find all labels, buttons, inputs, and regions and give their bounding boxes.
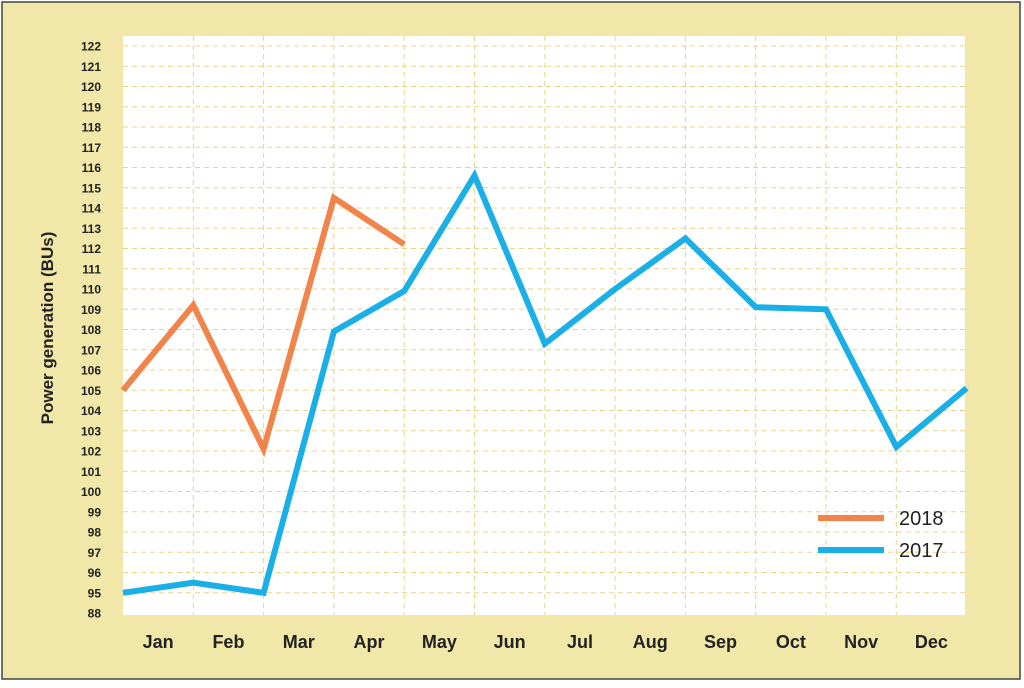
x-tick-label: Mar [283,632,315,652]
x-tick-label: Jan [143,632,174,652]
y-tick-label: 99 [88,505,102,519]
y-tick-label: 113 [82,222,102,236]
y-tick-label: 119 [82,100,102,114]
y-tick-label: 108 [81,323,101,337]
y-tick-label: 102 [81,445,101,459]
y-tick-label: 101 [81,465,101,479]
y-tick-label: 98 [88,526,102,540]
plot-area [123,36,965,615]
y-tick-label: 121 [81,60,101,74]
y-tick-label: 112 [82,242,102,256]
y-tick-label: 118 [82,121,102,135]
x-tick-label: Dec [915,632,948,652]
y-tick-label: 122 [81,40,101,54]
y-tick-label: 106 [81,364,101,378]
y-tick-label: 95 [88,586,102,600]
x-tick-label: May [422,632,457,652]
y-tick-label: 104 [81,404,101,418]
y-tick-label: 105 [81,384,101,398]
y-tick-label: 109 [81,303,101,317]
y-tick-label: 100 [81,485,101,499]
y-tick-label: 116 [82,161,102,175]
y-tick-label: 111 [82,262,101,276]
legend-label-2018: 2018 [899,508,944,530]
y-tick-label: 114 [82,202,102,216]
x-tick-label: Apr [354,632,385,652]
x-tick-label: Aug [633,632,668,652]
x-tick-label: Nov [844,632,878,652]
legend-label-2017: 2017 [899,540,944,562]
x-tick-label: Feb [212,632,244,652]
y-tick-label: 115 [82,181,102,195]
y-tick-label: 96 [88,566,102,580]
x-tick-label: Jun [494,632,526,652]
y-tick-label: 88 [88,607,102,621]
x-tick-label: Oct [776,632,806,652]
y-tick-label: 117 [82,141,102,155]
y-tick-label: 97 [88,546,102,560]
y-tick-label: 110 [82,283,102,297]
y-tick-label: 103 [81,424,101,438]
y-axis-label: Power generation (BUs) [38,232,57,425]
x-tick-label: Sep [704,632,737,652]
y-tick-label: 120 [81,80,101,94]
y-tick-label: 107 [81,343,101,357]
x-tick-label: Jul [567,632,593,652]
